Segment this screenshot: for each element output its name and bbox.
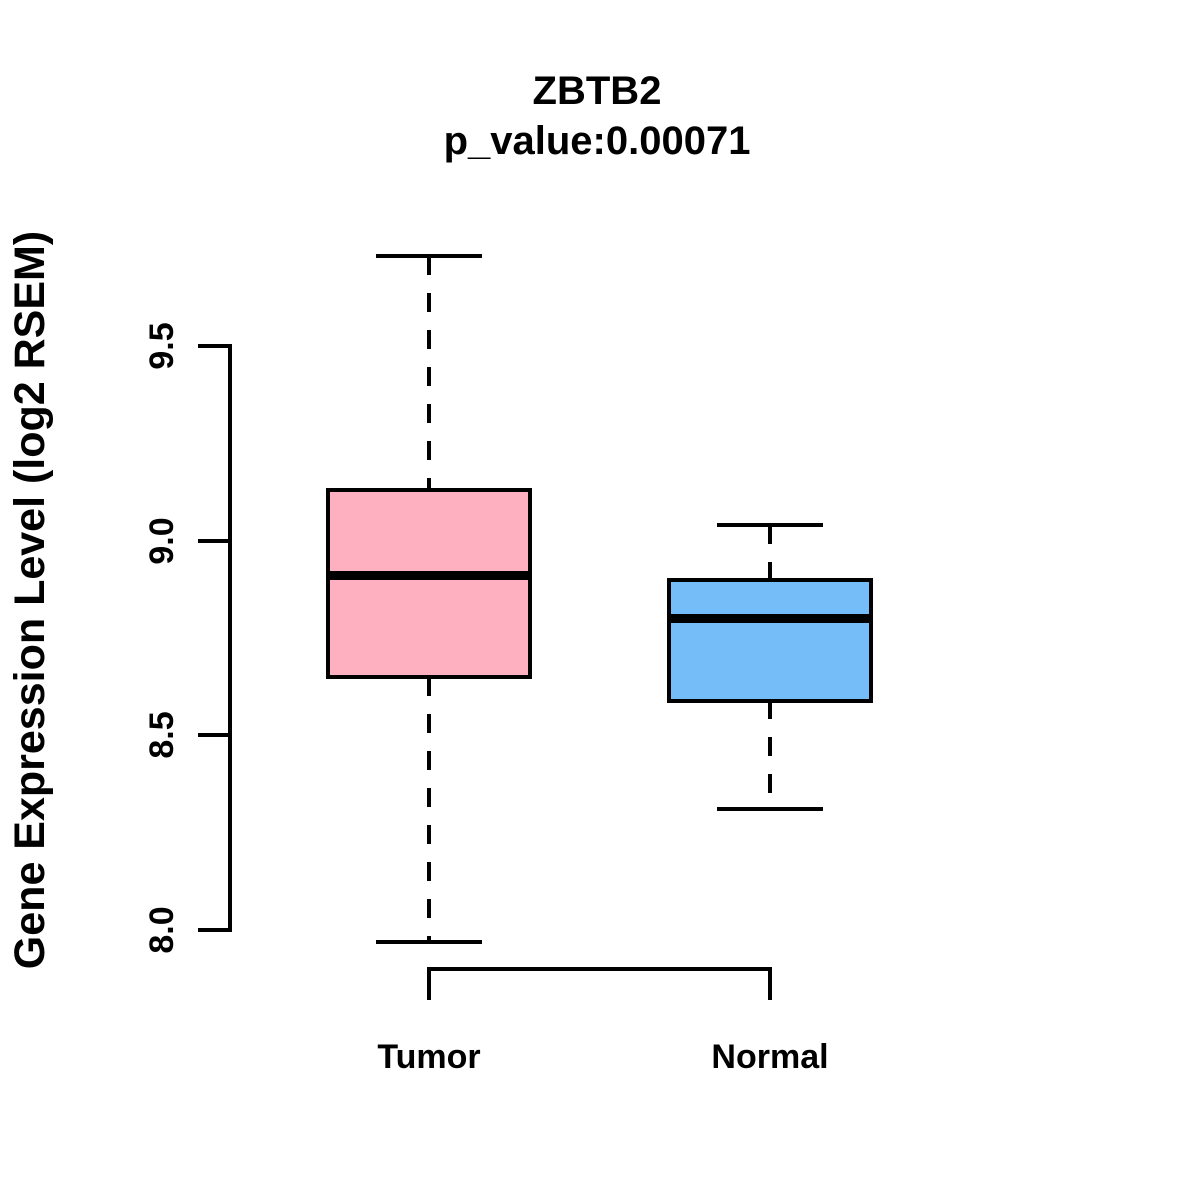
median-line-normal [667,614,873,623]
chart-title: ZBTB2 [532,69,662,113]
y-axis-tick [198,928,228,932]
y-axis-line [228,344,232,932]
whisker-cap-high-normal [717,523,823,527]
y-axis-tick-label: 9.0 [143,517,181,565]
whisker-cap-low-normal [717,807,823,811]
median-line-tumor [326,571,532,580]
y-axis-tick [198,539,228,543]
x-axis-line [427,967,772,971]
whisker-upper-normal [768,525,772,580]
whisker-upper-tumor [427,256,431,490]
whisker-lower-tumor [427,677,431,942]
whisker-lower-normal [768,700,772,809]
box-tumor [326,488,532,679]
chart-subtitle: p_value:0.00071 [443,119,751,163]
x-axis-tick-tumor [427,967,431,1000]
x-axis-tick-normal [768,967,772,1000]
group-label-tumor: Tumor [377,1038,481,1076]
whisker-cap-low-tumor [376,940,482,944]
y-axis-tick-label: 9.5 [143,322,181,370]
y-axis-tick [198,733,228,737]
y-axis-tick [198,344,228,348]
box-normal [667,578,873,703]
y-axis-tick-label: 8.5 [143,711,181,759]
y-axis-tick-label: 8.0 [143,906,181,954]
y-axis-label: Gene Expression Level (log2 RSEM) [6,230,54,970]
whisker-cap-high-tumor [376,254,482,258]
group-label-normal: Normal [711,1038,829,1076]
